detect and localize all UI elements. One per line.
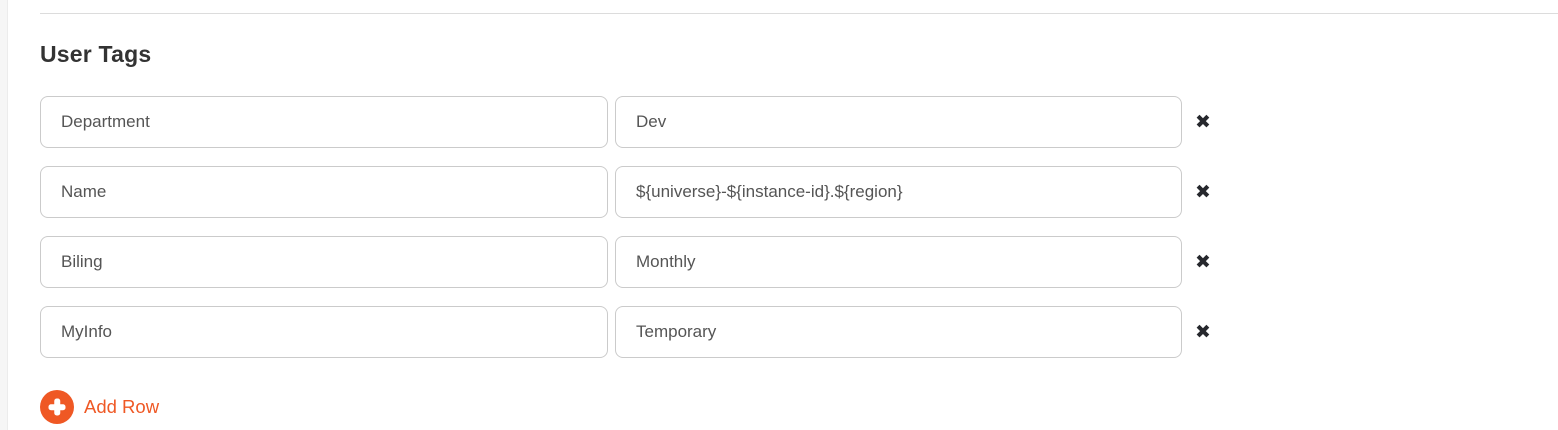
tag-name-input[interactable] (40, 306, 608, 358)
add-row-button[interactable]: Add Row (40, 390, 159, 424)
user-tag-row: ✖ (40, 166, 1558, 218)
user-tags-rows: ✖ ✖ ✖ ✖ (0, 96, 1558, 358)
user-tag-row: ✖ (40, 96, 1558, 148)
close-icon: ✖ (1195, 180, 1211, 203)
tag-value-input[interactable] (615, 166, 1182, 218)
user-tag-row: ✖ (40, 236, 1558, 288)
tag-name-input[interactable] (40, 96, 608, 148)
section-divider (40, 13, 1558, 14)
section-heading: User Tags (40, 41, 152, 67)
add-row-label: Add Row (84, 396, 160, 417)
tag-value-input[interactable] (615, 306, 1182, 358)
tag-name-input[interactable] (40, 166, 608, 218)
remove-row-button[interactable]: ✖ (1195, 110, 1211, 133)
remove-row-button[interactable]: ✖ (1195, 320, 1211, 343)
remove-row-button[interactable]: ✖ (1195, 250, 1211, 273)
user-tag-row: ✖ (40, 306, 1558, 358)
close-icon: ✖ (1195, 250, 1211, 273)
tag-name-input[interactable] (40, 236, 608, 288)
close-icon: ✖ (1195, 320, 1211, 343)
remove-row-button[interactable]: ✖ (1195, 180, 1211, 203)
tag-value-input[interactable] (615, 236, 1182, 288)
close-icon: ✖ (1195, 110, 1211, 133)
page-left-edge-strip (0, 0, 8, 430)
tag-value-input[interactable] (615, 96, 1182, 148)
plus-icon (40, 390, 74, 424)
